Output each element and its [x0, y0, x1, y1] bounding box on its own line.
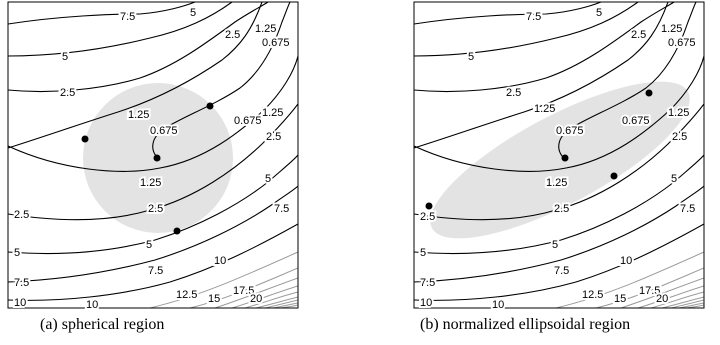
label-10-bottom: 10	[492, 299, 504, 310]
label-2-5-mid: 2.5	[506, 87, 521, 99]
label-7-5-right: 7.5	[680, 203, 695, 215]
label-5-left-low: 5	[420, 247, 426, 259]
label-20: 20	[656, 293, 668, 305]
sample-point	[81, 135, 89, 143]
label-10-left: 10	[420, 297, 432, 309]
label-15: 15	[614, 293, 626, 305]
contour-5	[8, 2, 233, 57]
plot-frame-a	[7, 1, 299, 309]
label-17-5: 17.5	[639, 285, 660, 297]
label-10-left: 10	[14, 297, 26, 309]
label-2-5-low: 2.5	[148, 203, 163, 215]
label-0-675-top: 0.675	[262, 37, 290, 49]
contour-2-5-bottom	[8, 103, 298, 221]
label-5-top: 5	[190, 7, 196, 19]
label-5-left-low: 5	[14, 247, 20, 259]
label-1-25-mid: 1.25	[534, 103, 555, 115]
label-1-25-right: 1.25	[668, 107, 689, 119]
label-1-25-top: 1.25	[255, 23, 276, 35]
contour-7-5-bottom	[8, 185, 298, 283]
label-5-low: 5	[146, 239, 152, 251]
label-12-5: 12.5	[582, 289, 603, 301]
label-7-5: 7.5	[526, 11, 541, 23]
label-1-25-mid: 1.25	[128, 109, 149, 121]
label-2-5-top: 2.5	[225, 29, 240, 41]
label-0-675-left: 0.675	[150, 125, 178, 137]
label-10-bottom: 10	[86, 299, 98, 310]
label-2-5-top: 2.5	[631, 29, 646, 41]
label-7-5-low: 7.5	[148, 265, 163, 277]
label-0-675-left: 0.675	[556, 125, 584, 137]
sample-point	[425, 202, 433, 210]
label-15: 15	[208, 293, 220, 305]
contour-1-25-bottom	[8, 55, 298, 172]
label-2-5-low: 2.5	[554, 203, 569, 215]
label-7-5: 7.5	[120, 11, 135, 23]
label-20: 20	[250, 293, 262, 305]
label-5-left: 5	[468, 51, 474, 63]
label-7-5-low: 7.5	[554, 265, 569, 277]
contour-10	[8, 223, 298, 301]
label-1-25-right: 1.25	[262, 107, 283, 119]
label-0-675-top: 0.675	[668, 37, 696, 49]
label-17-5: 17.5	[233, 285, 254, 297]
label-5-right: 5	[671, 173, 677, 185]
label-5-right: 5	[265, 173, 271, 185]
label-2-5-left: 2.5	[14, 209, 29, 221]
caption-b: (b) normalized ellipsoidal region	[420, 316, 631, 333]
label-12-5: 12.5	[176, 289, 197, 301]
contour-7-5	[8, 2, 196, 25]
label-7-5-left: 7.5	[420, 277, 435, 289]
sample-point	[561, 154, 569, 162]
label-5-left: 5	[62, 51, 68, 63]
ellipsoidal-region	[430, 81, 690, 239]
sample-point	[153, 154, 161, 162]
sample-point	[610, 172, 618, 180]
label-10-right: 10	[214, 255, 226, 267]
label-1-25-low: 1.25	[140, 177, 161, 189]
contour-0-675	[152, 2, 291, 161]
contour-1-25-top	[8, 2, 263, 149]
label-7-5-right: 7.5	[274, 203, 289, 215]
sample-point	[206, 102, 214, 110]
label-2-5-left: 2.5	[420, 211, 435, 223]
panel-ellipsoidal-region: 7.5 5 5 2.5 1.25 0.675 2.5 1.25 0.675 0.…	[410, 0, 720, 310]
contour-plot-a: 7.5 5 5 2.5 1.25 0.675 2.5 1.25 0.675 0.…	[7, 1, 299, 310]
sample-point	[173, 227, 181, 235]
panel-spherical-region: 7.5 5 5 2.5 1.25 0.675 2.5 1.25 0.675 0.…	[0, 0, 300, 310]
plot-frame-b	[413, 1, 705, 309]
contour-2-5-top	[8, 2, 269, 93]
label-1-25-top: 1.25	[661, 23, 682, 35]
sample-point	[645, 89, 653, 97]
label-0-675-right: 0.675	[234, 115, 262, 127]
label-2-5-right: 2.5	[266, 131, 281, 143]
caption-a: (a) spherical region	[40, 316, 165, 333]
contour-plot-b: 7.5 5 5 2.5 1.25 0.675 2.5 1.25 0.675 0.…	[413, 1, 705, 310]
label-0-675-right: 0.675	[622, 115, 650, 127]
label-2-5-mid: 2.5	[60, 87, 75, 99]
label-1-25-low: 1.25	[546, 177, 567, 189]
label-5-low: 5	[552, 239, 558, 251]
label-5-top: 5	[596, 7, 602, 19]
label-7-5-left: 7.5	[14, 277, 29, 289]
contour-5-bottom	[8, 154, 298, 255]
label-10-right: 10	[620, 255, 632, 267]
label-2-5-right: 2.5	[672, 131, 687, 143]
